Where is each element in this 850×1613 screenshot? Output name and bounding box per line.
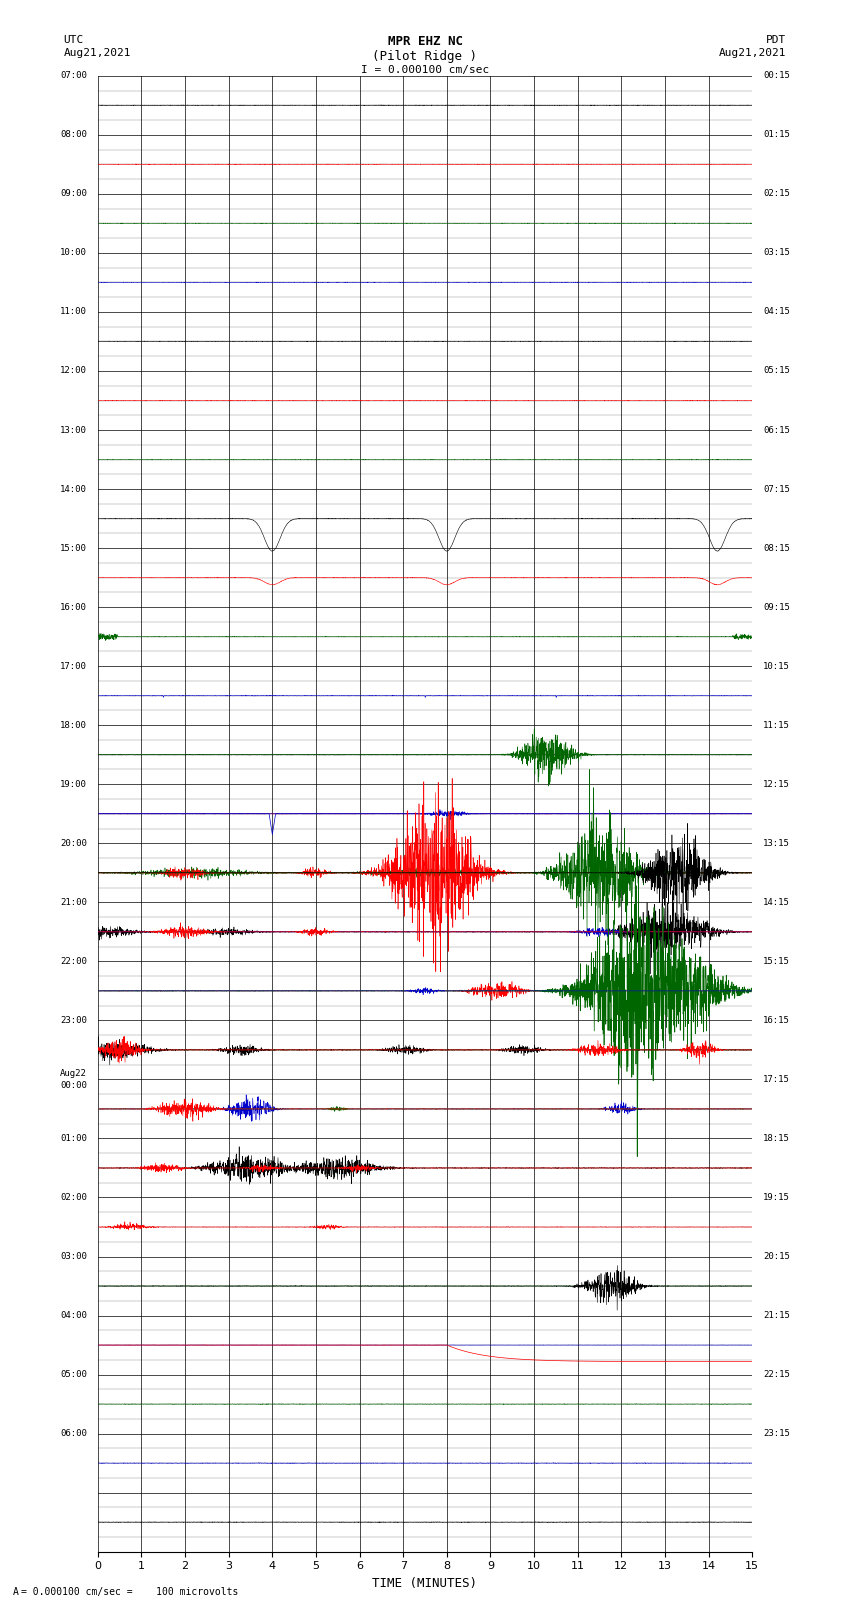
Text: 22:00: 22:00 xyxy=(60,957,87,966)
Text: 21:00: 21:00 xyxy=(60,898,87,907)
Text: 02:00: 02:00 xyxy=(60,1194,87,1202)
Text: 07:15: 07:15 xyxy=(763,484,790,494)
Text: MPR EHZ NC: MPR EHZ NC xyxy=(388,35,462,48)
Text: Aug22: Aug22 xyxy=(60,1069,87,1077)
Text: = 0.000100 cm/sec =    100 microvolts: = 0.000100 cm/sec = 100 microvolts xyxy=(21,1587,239,1597)
Text: UTC: UTC xyxy=(64,35,84,45)
Text: (Pilot Ridge ): (Pilot Ridge ) xyxy=(372,50,478,63)
Text: 17:15: 17:15 xyxy=(763,1074,790,1084)
Text: Aug21,2021: Aug21,2021 xyxy=(64,48,131,58)
Text: 00:15: 00:15 xyxy=(763,71,790,81)
Text: 09:15: 09:15 xyxy=(763,603,790,611)
Text: 19:15: 19:15 xyxy=(763,1194,790,1202)
Text: Aug21,2021: Aug21,2021 xyxy=(719,48,786,58)
Text: PDT: PDT xyxy=(766,35,786,45)
Text: 14:15: 14:15 xyxy=(763,898,790,907)
Text: 05:00: 05:00 xyxy=(60,1369,87,1379)
Text: 20:15: 20:15 xyxy=(763,1252,790,1261)
Text: 18:00: 18:00 xyxy=(60,721,87,729)
Text: 16:00: 16:00 xyxy=(60,603,87,611)
Text: 10:15: 10:15 xyxy=(763,661,790,671)
Text: 00:00: 00:00 xyxy=(60,1081,87,1090)
Text: 13:00: 13:00 xyxy=(60,426,87,434)
Text: 01:00: 01:00 xyxy=(60,1134,87,1144)
Text: 22:15: 22:15 xyxy=(763,1369,790,1379)
Text: 09:00: 09:00 xyxy=(60,189,87,198)
Text: A: A xyxy=(13,1587,19,1597)
Text: 11:00: 11:00 xyxy=(60,308,87,316)
Text: 08:15: 08:15 xyxy=(763,544,790,553)
Text: 14:00: 14:00 xyxy=(60,484,87,494)
Text: 13:15: 13:15 xyxy=(763,839,790,848)
Text: 08:00: 08:00 xyxy=(60,131,87,139)
Text: 10:00: 10:00 xyxy=(60,248,87,258)
X-axis label: TIME (MINUTES): TIME (MINUTES) xyxy=(372,1578,478,1590)
Text: 03:15: 03:15 xyxy=(763,248,790,258)
Text: 18:15: 18:15 xyxy=(763,1134,790,1144)
Text: 15:00: 15:00 xyxy=(60,544,87,553)
Text: 19:00: 19:00 xyxy=(60,779,87,789)
Text: 15:15: 15:15 xyxy=(763,957,790,966)
Text: 04:15: 04:15 xyxy=(763,308,790,316)
Text: 02:15: 02:15 xyxy=(763,189,790,198)
Text: 12:00: 12:00 xyxy=(60,366,87,376)
Text: 23:15: 23:15 xyxy=(763,1429,790,1439)
Text: 05:15: 05:15 xyxy=(763,366,790,376)
Text: 21:15: 21:15 xyxy=(763,1311,790,1319)
Text: 06:00: 06:00 xyxy=(60,1429,87,1439)
Text: I = 0.000100 cm/sec: I = 0.000100 cm/sec xyxy=(361,65,489,74)
Text: 01:15: 01:15 xyxy=(763,131,790,139)
Text: 20:00: 20:00 xyxy=(60,839,87,848)
Text: 07:00: 07:00 xyxy=(60,71,87,81)
Text: 12:15: 12:15 xyxy=(763,779,790,789)
Text: 04:00: 04:00 xyxy=(60,1311,87,1319)
Text: 03:00: 03:00 xyxy=(60,1252,87,1261)
Text: 16:15: 16:15 xyxy=(763,1016,790,1024)
Text: 17:00: 17:00 xyxy=(60,661,87,671)
Text: 23:00: 23:00 xyxy=(60,1016,87,1024)
Text: 11:15: 11:15 xyxy=(763,721,790,729)
Text: 06:15: 06:15 xyxy=(763,426,790,434)
